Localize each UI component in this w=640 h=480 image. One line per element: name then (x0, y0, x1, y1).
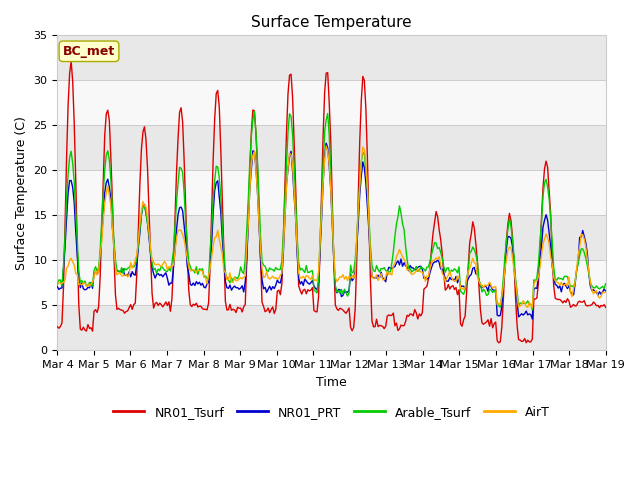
Title: Surface Temperature: Surface Temperature (252, 15, 412, 30)
Y-axis label: Surface Temperature (C): Surface Temperature (C) (15, 116, 28, 270)
X-axis label: Time: Time (316, 376, 347, 389)
Bar (58, 170, 605, 216)
Bar (58, 125, 605, 170)
Text: BC_met: BC_met (63, 45, 115, 58)
Bar (58, 305, 605, 350)
Bar (58, 36, 605, 80)
Bar (58, 260, 605, 305)
Legend: NR01_Tsurf, NR01_PRT, Arable_Tsurf, AirT: NR01_Tsurf, NR01_PRT, Arable_Tsurf, AirT (108, 401, 555, 424)
Bar (58, 216, 605, 260)
Bar (58, 80, 605, 125)
